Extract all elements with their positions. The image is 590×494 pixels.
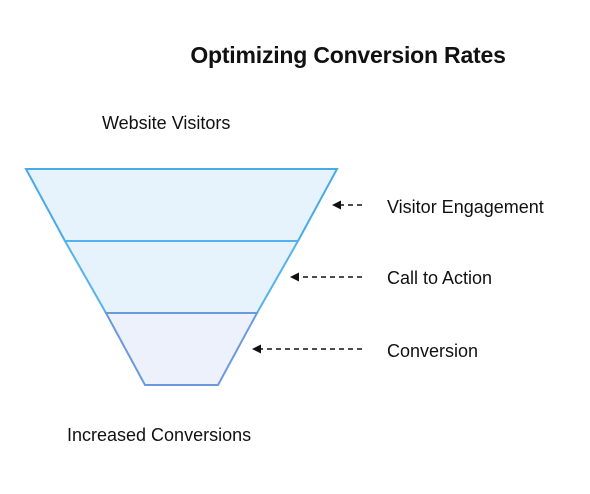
stage-label-visitor-engagement: Visitor Engagement xyxy=(387,197,544,217)
funnel-stage-2 xyxy=(63,240,300,314)
funnel-stage-1 xyxy=(24,168,339,242)
diagram-title: Optimizing Conversion Rates xyxy=(190,42,506,68)
funnel-top-label: Website Visitors xyxy=(102,113,231,133)
arrow-stage-1 xyxy=(332,200,362,210)
arrow-stage-3 xyxy=(252,344,362,354)
funnel-stage-3 xyxy=(104,312,259,386)
funnel-bottom-label: Increased Conversions xyxy=(67,425,252,445)
stage-label-conversion: Conversion xyxy=(387,341,479,361)
stage-label-call-to-action: Call to Action xyxy=(387,268,493,288)
arrow-stage-2 xyxy=(290,272,362,282)
